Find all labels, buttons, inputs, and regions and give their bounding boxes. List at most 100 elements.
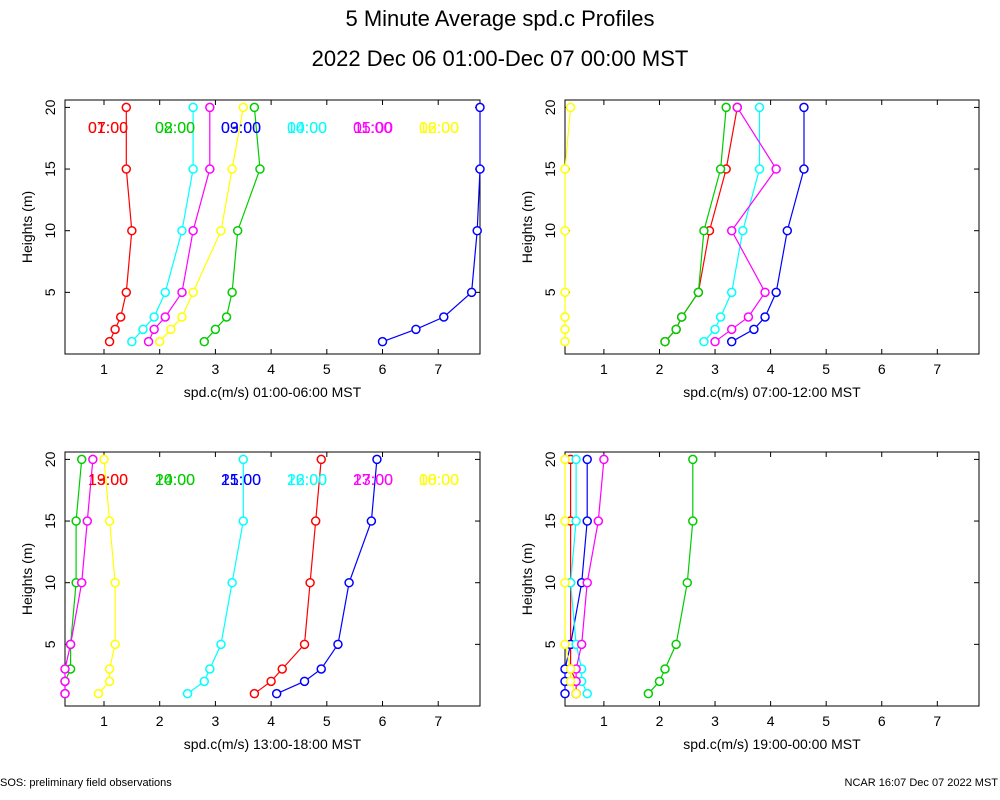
x-tick-label: 6 (878, 361, 886, 377)
data-point (726, 324, 737, 335)
data-point (154, 336, 165, 347)
data-point (76, 454, 87, 465)
plot-frame (64, 451, 481, 707)
data-point (560, 577, 570, 588)
data-point (560, 287, 570, 298)
data-point (799, 102, 809, 113)
data-point (688, 516, 698, 526)
data-point (710, 336, 720, 347)
series-line (703, 107, 761, 343)
data-point (654, 676, 665, 687)
x-tick-label: 2 (156, 713, 164, 729)
data-point (771, 164, 781, 174)
data-point (221, 312, 232, 322)
data-point (582, 454, 592, 465)
legend-entry: 12:00 (419, 120, 459, 137)
data-point (660, 664, 670, 674)
data-point (676, 312, 687, 322)
y-tick-label: 5 (42, 288, 58, 296)
data-point (749, 324, 759, 335)
x-tick-label: 4 (767, 361, 775, 377)
data-point (475, 102, 485, 113)
y-tick-label: 10 (542, 575, 558, 591)
data-point (593, 516, 604, 526)
data-point (411, 324, 421, 335)
data-point (726, 336, 737, 347)
data-point (305, 577, 315, 588)
data-point (82, 516, 93, 526)
y-tick-label: 5 (542, 640, 558, 648)
data-point (227, 287, 237, 298)
legend-entry: 13:00 (88, 472, 128, 489)
series-line (187, 459, 244, 695)
plot-frame (564, 99, 980, 355)
legend-entry: 14:00 (155, 472, 195, 489)
x-tick-label: 1 (100, 361, 108, 377)
data-point (316, 664, 326, 674)
chart-subtitle: 2022 Dec 06 01:00-Dec 07 00:00 MST (312, 46, 689, 71)
data-point (560, 225, 570, 236)
data-point (366, 516, 377, 526)
legend-entry: 21:00 (221, 472, 261, 489)
x-tick-label: 3 (711, 713, 719, 729)
data-point (71, 516, 81, 526)
x-axis-label: spd.c(m/s) 13:00-18:00 MST (184, 736, 362, 752)
data-point (660, 336, 670, 347)
data-point (710, 324, 720, 335)
y-axis-label: Heights (m) (519, 191, 535, 263)
data-point (210, 324, 221, 335)
legend-entry: 08:00 (155, 120, 195, 137)
y-axis-label: Heights (m) (519, 543, 535, 615)
series-18:00 (93, 454, 120, 699)
data-point (799, 164, 809, 174)
legend-entry: 23:00 (353, 472, 393, 489)
data-point (143, 336, 154, 347)
legend-entry: 10:00 (287, 120, 327, 137)
x-tick-label: 5 (323, 361, 331, 377)
legend-entry: 02:00 (155, 120, 195, 137)
x-axis-label: spd.c(m/s) 01:00-06:00 MST (184, 384, 362, 400)
data-point (65, 639, 76, 650)
legend-entry: 01:00 (88, 120, 128, 137)
series-07:00 (660, 102, 743, 347)
data-point (138, 324, 148, 335)
y-axis-label: Heights (m) (19, 543, 35, 615)
legend-entry: 09:00 (221, 120, 261, 137)
data-point (466, 287, 477, 298)
data-point (110, 324, 120, 335)
x-tick-label: 1 (100, 713, 108, 729)
data-point (582, 688, 592, 699)
data-point (199, 336, 210, 347)
data-point (560, 336, 570, 347)
series-17:00 (60, 454, 98, 699)
data-point (249, 102, 260, 113)
series-04:00 (127, 102, 198, 347)
series-10:00 (699, 102, 765, 347)
data-point (60, 676, 70, 687)
data-point (232, 225, 243, 236)
data-point (699, 225, 709, 236)
data-point (565, 664, 576, 674)
chart-title: 5 Minute Average spd.c Profiles (346, 6, 655, 31)
data-point (160, 312, 171, 322)
series-line (109, 107, 133, 342)
data-point (693, 287, 704, 298)
series-08:00 (660, 102, 731, 347)
data-point (377, 336, 388, 347)
data-point (216, 225, 226, 236)
x-tick-label: 7 (434, 713, 442, 729)
legend-entry: 11:00 (354, 120, 393, 137)
data-point (743, 312, 754, 322)
data-point (177, 312, 187, 322)
x-tick-label: 1 (600, 361, 608, 377)
data-point (439, 312, 449, 322)
series-00:00 (560, 454, 581, 699)
legend-entry: 05:00 (353, 120, 393, 137)
x-tick-label: 6 (379, 361, 387, 377)
data-point (60, 664, 70, 674)
data-point (205, 164, 215, 174)
legend-entry: 07:00 (88, 120, 128, 137)
